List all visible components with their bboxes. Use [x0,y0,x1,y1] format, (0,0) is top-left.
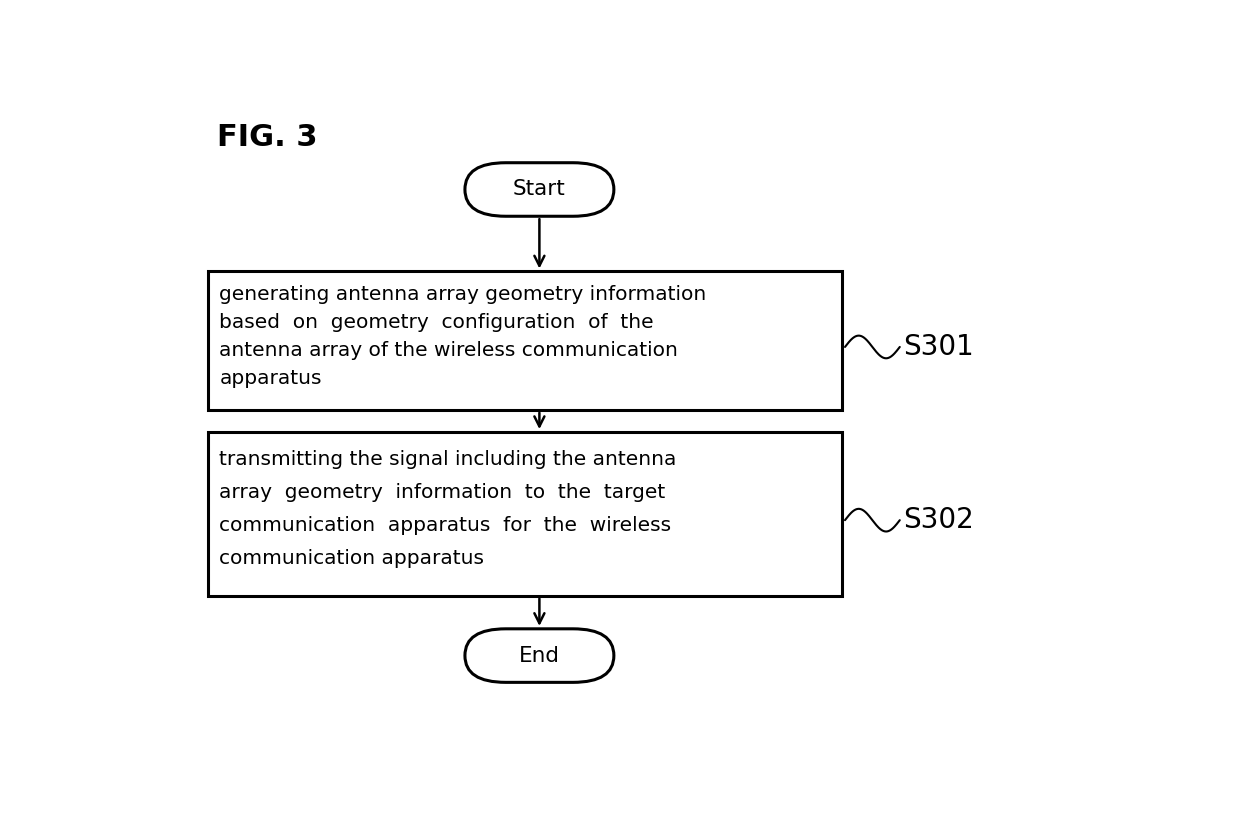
Text: communication  apparatus  for  the  wireless: communication apparatus for the wireless [219,516,672,535]
FancyBboxPatch shape [465,629,614,682]
Text: S302: S302 [903,506,973,534]
FancyBboxPatch shape [208,432,842,596]
Text: transmitting the signal including the antenna: transmitting the signal including the an… [219,451,677,470]
Text: array  geometry  information  to  the  target: array geometry information to the target [219,483,666,502]
Text: Start: Start [513,179,565,200]
FancyBboxPatch shape [465,163,614,216]
Text: generating antenna array geometry information: generating antenna array geometry inform… [219,285,707,304]
Text: S301: S301 [903,333,973,361]
Text: End: End [518,645,560,666]
Text: based  on  geometry  configuration  of  the: based on geometry configuration of the [219,313,653,332]
Text: apparatus: apparatus [219,369,322,388]
Text: antenna array of the wireless communication: antenna array of the wireless communicat… [219,341,678,360]
FancyBboxPatch shape [208,272,842,410]
Text: FIG. 3: FIG. 3 [217,124,317,152]
Text: communication apparatus: communication apparatus [219,549,485,568]
